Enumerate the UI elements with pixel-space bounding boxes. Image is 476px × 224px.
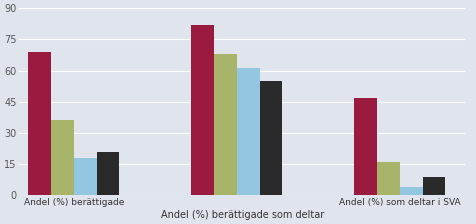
Bar	[51, 121, 74, 195]
Bar	[74, 158, 97, 195]
Bar	[400, 187, 423, 195]
Bar	[259, 81, 282, 195]
Bar	[191, 25, 214, 195]
Bar	[237, 69, 259, 195]
X-axis label: Andel (%) berättigade som deltar: Andel (%) berättigade som deltar	[160, 210, 324, 220]
Bar	[423, 177, 446, 195]
Bar	[214, 54, 237, 195]
Bar	[28, 52, 51, 195]
Bar	[377, 162, 400, 195]
Bar	[97, 152, 119, 195]
Bar	[354, 98, 377, 195]
